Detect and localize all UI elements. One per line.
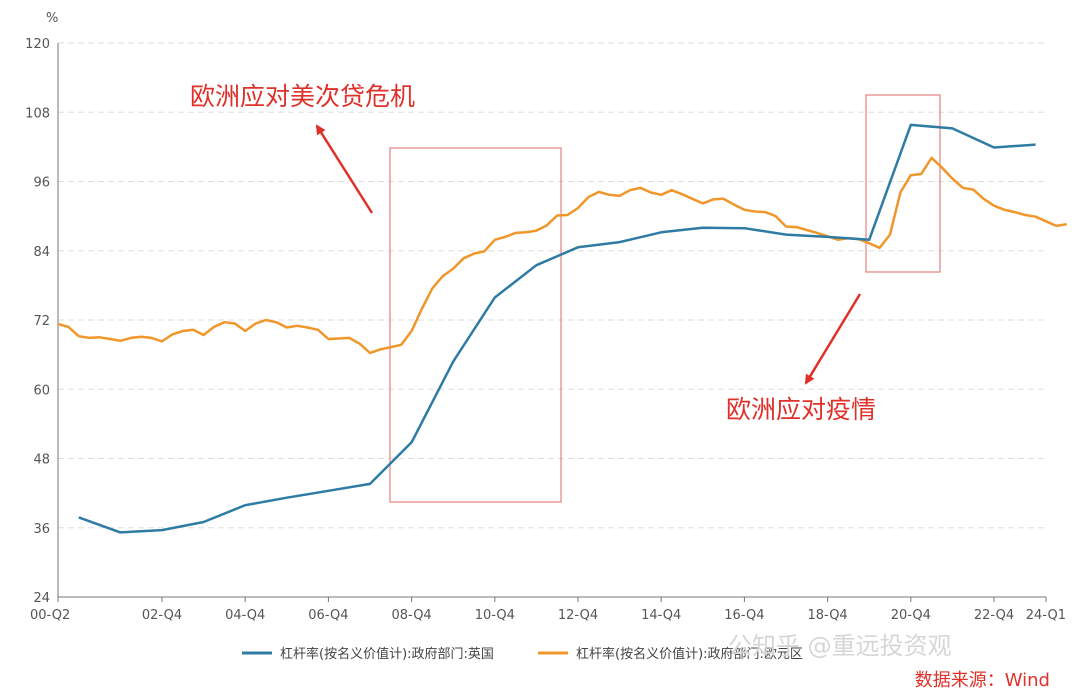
legend: 杠杆率(按名义价值计):政府部门:英国 杠杆率(按名义价值计):政府部门:欧元区 [242, 646, 803, 662]
y-tick-label: 48 [33, 453, 50, 468]
y-axis-ticks: 120 108 96 84 72 60 48 36 24 [25, 37, 50, 606]
y-axis-unit: % [46, 11, 58, 26]
series-line-uk [78, 123, 1036, 534]
crisis-highlight-box [389, 147, 562, 503]
legend-label-uk: 杠杆率(按名义价值计):政府部门:英国 [280, 646, 494, 662]
x-tick-label: 00-Q2 [30, 608, 70, 623]
annotation-subprime-crisis: 欧洲应对美次贷危机 [190, 82, 415, 111]
x-tick-label: 04-Q4 [225, 608, 265, 623]
x-tick-label: 10-Q4 [475, 608, 515, 623]
y-tick-label: 60 [33, 383, 50, 398]
watermark: 公知乎 @重远投资观 [728, 632, 952, 660]
x-tick-label: 22-Q4 [974, 608, 1014, 623]
arrow-subprime-crisis [315, 124, 374, 214]
y-tick-label: 96 [33, 176, 50, 191]
x-tick-label: 08-Q4 [391, 608, 431, 623]
arrow-pandemic [804, 293, 862, 385]
x-tick-label: 02-Q4 [142, 608, 182, 623]
y-tick-label: 24 [33, 591, 50, 606]
x-tick-label: 20-Q4 [891, 608, 931, 623]
pandemic-highlight-box [865, 94, 941, 273]
annotation-pandemic: 欧洲应对疫情 [726, 395, 876, 424]
series-line-eurozone [57, 156, 1068, 355]
gridlines [58, 42, 1046, 529]
y-tick-label: 72 [33, 314, 50, 329]
x-tick-label: 14-Q4 [641, 608, 681, 623]
x-tick-label: 16-Q4 [724, 608, 764, 623]
x-tick-label: 18-Q4 [807, 608, 847, 623]
y-tick-label: 120 [25, 37, 50, 52]
x-tick-label: 24-Q1 [1026, 608, 1066, 623]
x-tick-label: 12-Q4 [558, 608, 598, 623]
y-tick-label: 84 [33, 245, 50, 260]
y-tick-label: 36 [33, 522, 50, 537]
x-tick-label: 06-Q4 [308, 608, 348, 623]
y-tick-label: 108 [25, 106, 50, 121]
legend-label-eurozone: 杠杆率(按名义价值计):政府部门:欧元区 [576, 646, 803, 662]
data-source: 数据来源：Wind [915, 670, 1050, 690]
x-axis-ticks: 00-Q2 02-Q4 04-Q4 06-Q4 08-Q4 10-Q4 12-Q4 14-Q4… [30, 597, 1066, 623]
